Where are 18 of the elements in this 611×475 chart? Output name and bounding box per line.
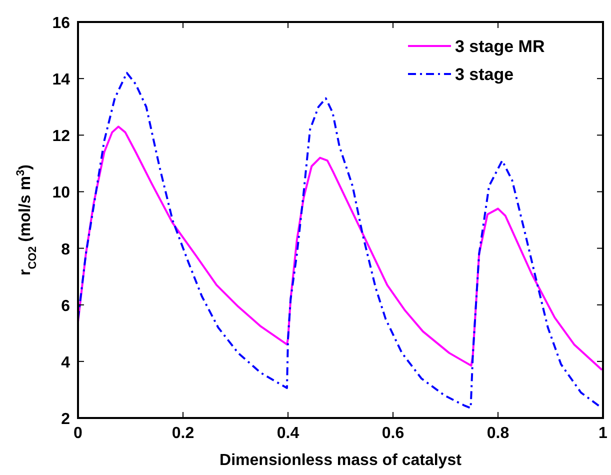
y-tick-label: 16 bbox=[52, 15, 70, 32]
line-series bbox=[77, 126, 603, 371]
x-tick-label: 1 bbox=[598, 425, 608, 442]
y-tick-label: 12 bbox=[52, 128, 70, 146]
legend-label: 3 stage bbox=[455, 65, 514, 84]
y-tick-label: 8 bbox=[61, 241, 70, 258]
x-tick-label: 0.8 bbox=[486, 425, 510, 442]
x-tick-label: 0.2 bbox=[172, 425, 194, 442]
x-axis-title: Dimensionless mass of catalyst bbox=[220, 452, 462, 469]
y-tick-label: 10 bbox=[52, 184, 70, 202]
y-tick-label: 4 bbox=[61, 354, 70, 372]
x-tick-label: 0.6 bbox=[382, 425, 404, 442]
y-tick-label: 6 bbox=[61, 298, 70, 315]
x-tick-label: 0.4 bbox=[276, 425, 300, 442]
legend-label: 3 stage MR bbox=[455, 37, 545, 56]
y-tick-label: 14 bbox=[52, 72, 70, 89]
x-tick-label: 0 bbox=[74, 425, 83, 442]
y-tick-label: 2 bbox=[61, 411, 70, 428]
